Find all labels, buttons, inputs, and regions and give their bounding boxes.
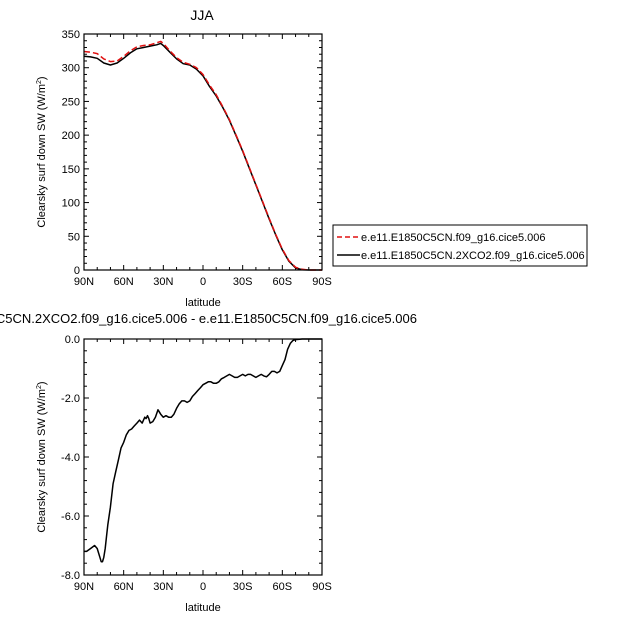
bottom-y-tick-label: -6.0 [61, 511, 80, 523]
bottom-y-tick-label: -2.0 [61, 393, 80, 405]
bottom-y-tick-label: -4.0 [61, 452, 80, 464]
bottom-chart: e.e11.E1850C5CN.2XCO2.f09_g16.cice5.006 … [0, 311, 417, 614]
top-y-axis-label: Clearsky surf down SW (W/m2) [36, 76, 48, 227]
bottom-y-axis-label: Clearsky surf down SW (W/m2) [36, 381, 48, 532]
bottom-chart-title: e.e11.E1850C5CN.2XCO2.f09_g16.cice5.006 … [0, 311, 417, 326]
bottom-y-tick-label: 0.0 [65, 334, 80, 346]
bottom-x-tick-label: 30S [233, 581, 253, 593]
top-y-tick-label: 100 [62, 198, 80, 210]
top-series-line-2 [83, 40, 322, 271]
bottom-plot-area: 90N 60N 30N 0 30S 60S 90S 0.0 -2.0 -4.0 -6.0 -8.0 [61, 334, 332, 593]
bottom-x-tick-label: 60N [114, 581, 134, 593]
top-y-tick-label: 300 [62, 63, 80, 75]
top-y-tick-label: 350 [62, 29, 80, 41]
bottom-x-tick-label: 60S [273, 581, 293, 593]
legend: e.e11.E1850C5CN.f09_g16.cice5.006 e.e11.… [332, 224, 588, 267]
top-plot-area: 90N 60N 30N 0 30S 60S 90S 0 50 100 150 200 250 300 350 [62, 29, 332, 288]
top-x-tick-label: 30N [153, 276, 173, 288]
legend-label-series-1: e.e11.E1850C5CN.f09_g16.cice5.006 [361, 232, 546, 244]
top-x-tick-label: 90S [312, 276, 332, 288]
bottom-x-tick-label: 0 [200, 581, 206, 593]
top-x-tick-label: 60S [273, 276, 293, 288]
bottom-x-tick-label: 30N [153, 581, 173, 593]
legend-box [332, 224, 588, 267]
bottom-y-tick-label: -8.0 [61, 570, 80, 582]
top-x-tick-label: 90N [74, 276, 94, 288]
top-y-tick-label: 50 [68, 231, 80, 243]
top-y-tick-label: 250 [62, 96, 80, 108]
top-series-line-1 [83, 42, 322, 271]
top-x-tick-label: 0 [200, 276, 206, 288]
top-x-tick-label: 30S [233, 276, 253, 288]
top-chart: JJA 90N 60N 30N 0 30S 60S 90S 0 50 100 150 200 250 30… [36, 7, 332, 309]
top-plot-frame [83, 33, 323, 271]
bottom-x-tick-label: 90S [312, 581, 332, 593]
top-chart-title: JJA [190, 7, 214, 23]
bottom-plot-frame [83, 338, 323, 576]
top-y-tick-label: 150 [62, 164, 80, 176]
top-x-axis-label: latitude [185, 297, 220, 309]
bottom-x-tick-label: 90N [74, 581, 94, 593]
bottom-series-line-1 [84, 338, 322, 563]
top-x-tick-label: 60N [114, 276, 134, 288]
bottom-x-axis-label: latitude [185, 602, 220, 614]
top-y-tick-label: 0 [74, 265, 80, 277]
top-y-tick-label: 200 [62, 130, 80, 142]
legend-label-series-2: e.e11.E1850C5CN.2XCO2.f09_g16.cice5.006 [361, 250, 585, 262]
